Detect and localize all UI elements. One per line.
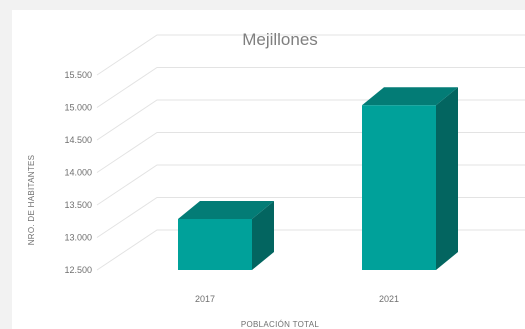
chart-card: 12.500 13.000 13.500 14.000 14.500 15.000 15.5… [12, 10, 525, 329]
bars [178, 87, 458, 270]
y-tick-label: 13.500 [64, 200, 92, 210]
bar-side-face [436, 87, 458, 270]
bar-chart-3d: 12.500 13.000 13.500 14.000 14.500 15.000 15.5… [27, 30, 525, 329]
bar-2017 [178, 201, 274, 270]
y-tick-label: 14.000 [64, 168, 92, 178]
chart-title: Mejillones [242, 30, 318, 49]
gridline [96, 132, 525, 173]
x-tick-label: 2021 [379, 294, 399, 304]
x-axis-label: POBLACIÓN TOTAL [241, 320, 320, 329]
bar-front-face [178, 219, 252, 270]
bar-front-face [362, 105, 436, 270]
y-tick-label: 15.000 [64, 103, 92, 113]
x-tick-label: 2017 [195, 294, 215, 304]
bar-top-face [178, 201, 274, 219]
y-tick-label: 14.500 [64, 135, 92, 145]
bar-2021 [362, 87, 458, 270]
x-tick-labels: 2017 2021 [195, 294, 399, 304]
gridline [96, 229, 525, 271]
gridlines [96, 34, 525, 271]
bar-side-face [252, 201, 274, 270]
gridline [96, 197, 525, 238]
y-axis-label: NRO. DE HABITANTES [27, 155, 36, 246]
gridline [96, 99, 525, 141]
gridline [96, 67, 525, 108]
gridline [96, 164, 525, 206]
y-tick-label: 13.000 [64, 233, 92, 243]
y-tick-label: 15.500 [64, 70, 92, 80]
bar-top-face [362, 87, 458, 106]
gridline [96, 34, 525, 76]
y-tick-label: 12.500 [64, 265, 92, 275]
y-tick-labels: 12.500 13.000 13.500 14.000 14.500 15.000 15.5… [64, 70, 92, 275]
